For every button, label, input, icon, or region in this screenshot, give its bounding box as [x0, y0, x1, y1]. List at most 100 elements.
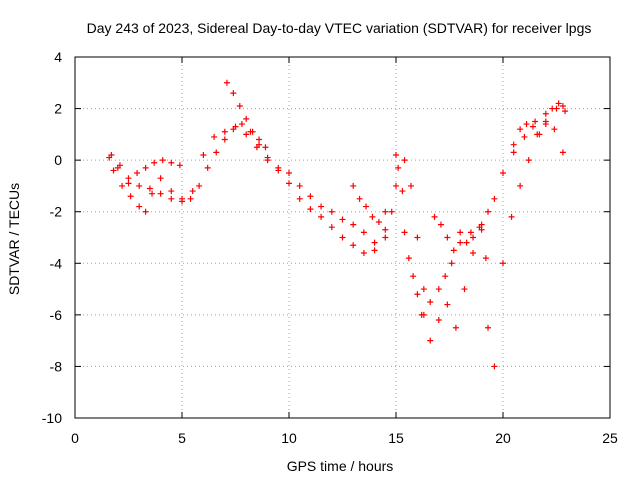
data-point	[159, 157, 166, 164]
data-point	[307, 206, 314, 213]
series-track-D	[223, 79, 269, 151]
data-point	[142, 208, 149, 215]
data-point	[414, 234, 421, 241]
data-point	[549, 105, 556, 112]
series-track-A	[106, 102, 566, 318]
data-point	[363, 203, 370, 210]
data-point	[249, 128, 256, 135]
data-point	[485, 324, 492, 331]
data-point	[491, 195, 498, 202]
data-point	[450, 247, 457, 254]
data-point	[555, 100, 562, 107]
data-point	[168, 159, 175, 166]
data-point	[157, 175, 164, 182]
series-track-B	[110, 121, 566, 370]
data-point	[146, 185, 153, 192]
data-point	[418, 311, 425, 318]
data-point	[542, 118, 549, 125]
grid	[75, 57, 610, 418]
x-axis-label: GPS time / hours	[287, 458, 394, 474]
data-point	[517, 182, 524, 189]
data-point	[457, 239, 464, 246]
axis-ticks: 0 5 10 15 20 25 -10 -8 -6 -4 -2 0 2 4	[42, 49, 618, 446]
x-tick-label: 0	[71, 430, 79, 446]
data-point	[127, 193, 134, 200]
data-point	[211, 133, 218, 140]
data-point	[467, 229, 474, 236]
data-point	[457, 229, 464, 236]
data-point	[221, 128, 228, 135]
data-point	[264, 154, 271, 161]
data-point	[149, 190, 156, 197]
data-point	[328, 224, 335, 231]
data-point	[427, 337, 434, 344]
data-point	[157, 190, 164, 197]
data-point	[243, 115, 250, 122]
data-point	[243, 131, 250, 138]
y-tick-label: -10	[42, 410, 62, 426]
data-point	[508, 213, 515, 220]
series-track-C	[108, 151, 183, 182]
data-point	[360, 229, 367, 236]
data-point	[108, 151, 115, 158]
data-point	[510, 149, 517, 156]
data-point	[307, 193, 314, 200]
data-point	[532, 118, 539, 125]
data-point	[559, 149, 566, 156]
data-point	[444, 234, 451, 241]
data-point	[256, 136, 263, 143]
data-point	[221, 136, 228, 143]
data-point	[442, 273, 449, 280]
data-point	[238, 121, 245, 128]
data-point	[500, 260, 506, 267]
data-point	[371, 239, 378, 246]
y-tick-label: 0	[54, 152, 62, 168]
data-point	[382, 234, 389, 241]
data-point	[151, 159, 158, 166]
data-point	[470, 234, 477, 241]
data-point	[328, 208, 335, 215]
data-point	[388, 208, 395, 215]
data-point	[542, 110, 549, 117]
data-point	[236, 102, 243, 109]
plot-frame	[74, 56, 611, 419]
series-track-G	[510, 100, 569, 148]
data-point	[256, 141, 263, 148]
data-point	[562, 108, 569, 115]
data-point	[350, 242, 357, 249]
data-point	[318, 213, 325, 220]
data-point	[517, 126, 524, 133]
data-point	[414, 291, 421, 298]
x-tick-label: 10	[281, 430, 297, 446]
data-point	[318, 203, 325, 210]
data-point	[510, 141, 517, 148]
data-point	[382, 226, 389, 233]
data-point	[168, 188, 175, 195]
data-point	[500, 170, 506, 177]
data-point	[360, 249, 367, 256]
data-point	[168, 195, 175, 202]
data-point	[395, 164, 402, 171]
y-tick-label: 4	[54, 49, 62, 65]
data-point	[399, 188, 406, 195]
data-point	[116, 162, 123, 169]
data-point	[196, 182, 203, 189]
data-point	[142, 164, 149, 171]
data-point	[461, 286, 468, 293]
data-point	[463, 239, 470, 246]
y-tick-label: -2	[50, 204, 63, 220]
data-point	[369, 213, 376, 220]
data-point	[296, 182, 303, 189]
data-points	[106, 79, 569, 370]
data-point	[204, 164, 211, 171]
data-point	[339, 216, 346, 223]
data-point	[262, 144, 269, 151]
chart-title: Day 243 of 2023, Sidereal Day-to-day VTE…	[87, 20, 592, 36]
data-point	[435, 317, 442, 324]
x-tick-label: 5	[178, 430, 186, 446]
data-point	[476, 224, 483, 231]
x-tick-label: 20	[495, 430, 511, 446]
data-point	[125, 180, 132, 187]
data-point	[482, 255, 489, 262]
